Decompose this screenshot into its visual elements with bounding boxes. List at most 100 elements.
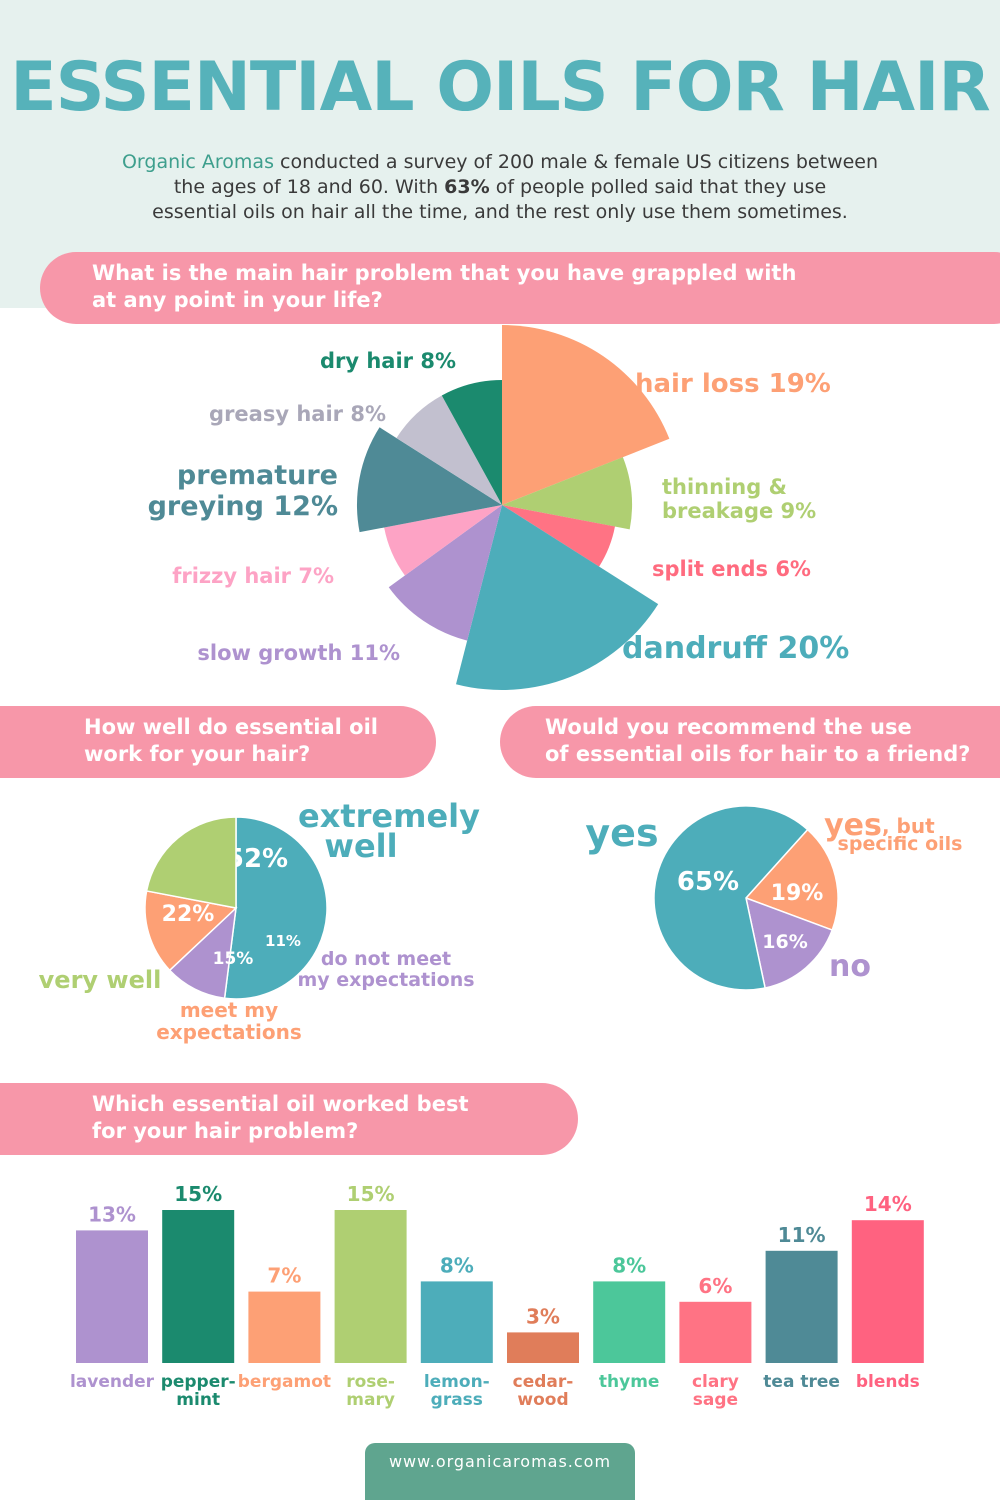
footer-url[interactable]: www.organicaromas.com: [388, 1452, 612, 1471]
pie-label: dandruff 20%: [622, 631, 849, 666]
pie-label: expectations: [156, 1020, 302, 1044]
question-line: at any point in your life?: [92, 288, 383, 312]
intro-line-1: conducted a survey of 200 male & female …: [273, 151, 879, 173]
pie-slice-no: [744, 896, 834, 989]
bar-value-label: 3%: [526, 1304, 560, 1328]
bar-value-label: 8%: [440, 1253, 474, 1277]
pie-slice-split-ends: [502, 505, 615, 567]
bar-bergamot: [248, 1291, 321, 1363]
bar-rose-mary: [334, 1210, 407, 1363]
bar-clary-sage: [679, 1301, 752, 1363]
pie-label: specific oils: [838, 833, 963, 855]
intro-line-3: of people polled said that they use: [489, 176, 827, 198]
bar-pepper-mint: [162, 1210, 235, 1363]
pie-slice-extremely-well: [223, 816, 328, 1000]
pie-label: yes: [585, 811, 658, 855]
bar-value-label: 8%: [612, 1253, 646, 1277]
bar-category-label: blends: [856, 1372, 920, 1392]
pie-label: split ends 6%: [652, 557, 811, 581]
bar-category-label: mary: [346, 1390, 395, 1410]
pie-label: greasy hair 8%: [209, 402, 386, 426]
bar-blends: [851, 1220, 924, 1363]
question-banner-effectiveness: How well do essential oil work for your …: [0, 706, 436, 778]
bar-category-label: bergamot: [238, 1372, 331, 1392]
question-line: Which essential oil worked best: [92, 1092, 469, 1116]
bar-value-label: 15%: [174, 1182, 222, 1206]
pie-slice-premature-greying: [357, 427, 502, 533]
bar-value-label: 11%: [778, 1223, 826, 1247]
pie-label: extremely: [298, 797, 480, 835]
best-oil-bar-chart: 13% lavender 15% pepper-mint 7% bergamot 15% ro…: [70, 1182, 924, 1410]
bar-value-label: 13%: [88, 1202, 136, 1226]
bar-category-label: lavender: [70, 1372, 155, 1392]
bar-tea-tree: [765, 1250, 838, 1363]
pie-label: well: [324, 827, 397, 865]
pie-slice-frizzy-hair: [384, 505, 502, 576]
pie-slice-yes: [653, 805, 809, 991]
pie-slice-yes-but-specific-oils: [744, 828, 839, 932]
pie-label: meet my: [180, 998, 278, 1022]
pie-label: dry hair 8%: [320, 349, 456, 373]
pie-slice-very-well: [145, 816, 237, 909]
pie-label: thinning &: [662, 475, 787, 499]
pie-label: slow growth 11%: [197, 641, 400, 665]
question-line: Would you recommend the use: [545, 715, 912, 739]
pie-percent-label: 11%: [265, 932, 301, 950]
question-line: What is the main hair problem that you h…: [92, 261, 797, 285]
pie-label: hair loss 19%: [635, 369, 831, 399]
pie-label: frizzy hair 7%: [172, 564, 334, 588]
pie-label: my expectations: [297, 969, 474, 991]
bar-category-label: mint: [176, 1390, 220, 1410]
bar-category-label: pepper-: [161, 1372, 236, 1392]
page-title: ESSENTIAL OILS FOR HAIR: [10, 48, 991, 127]
footer-url-tab[interactable]: www.organicaromas.com: [365, 1443, 635, 1500]
bar-value-label: 6%: [698, 1274, 732, 1298]
pie-slice-thinning-breakage: [502, 457, 633, 530]
bar-category-label: grass: [431, 1390, 483, 1410]
bar-category-label: wood: [517, 1390, 568, 1410]
pie-label: do not meet: [321, 948, 451, 970]
pie-slice-greasy-hair: [396, 395, 502, 505]
pie-percent-label: 19%: [771, 881, 824, 906]
pie-slice-slow-growth: [388, 505, 502, 641]
bar-category-label: tea tree: [763, 1372, 840, 1392]
pie-label: breakage 9%: [662, 499, 816, 523]
pie-label: , but: [882, 814, 935, 838]
pie-slice-hair-loss: [502, 325, 670, 505]
pie-percent-label: 16%: [762, 931, 807, 953]
hair-problem-pie-chart: hair loss 19% thinning &breakage 9% split …: [148, 325, 849, 691]
pie-label: very well: [39, 966, 162, 994]
intro-line-4: essential oils on hair all the time, and…: [152, 201, 848, 223]
pie-percent-label: 65%: [677, 867, 739, 897]
pie-percent-label: 22%: [162, 902, 215, 927]
bar-category-label: sage: [693, 1390, 738, 1410]
question-line: How well do essential oil: [84, 715, 379, 739]
bar-category-label: lemon-: [424, 1372, 490, 1392]
pie-slice-dandruff: [455, 505, 659, 691]
pie-percent-label: 15%: [213, 949, 254, 969]
intro-line-2: the ages of 18 and 60. With: [173, 176, 445, 198]
pie-label: greying 12%: [148, 491, 338, 522]
bar-category-label: thyme: [599, 1372, 660, 1392]
bar-thyme: [593, 1281, 666, 1363]
intro-highlight: 63%: [444, 176, 490, 198]
question-line: of essential oils for hair to a friend?: [545, 742, 971, 766]
question-line: work for your hair?: [84, 742, 311, 766]
pie-label: premature: [177, 460, 338, 491]
bar-lavender: [76, 1230, 148, 1363]
bar-value-label: 7%: [267, 1264, 301, 1288]
question-banner-hair-problem: What is the main hair problem that you h…: [40, 252, 1000, 324]
bar-cedar-wood: [507, 1332, 579, 1363]
bar-value-label: 15%: [347, 1182, 395, 1206]
pie-label: no: [829, 949, 871, 984]
brand-name: Organic Aromas: [121, 151, 274, 173]
pie-slice-dry-hair: [441, 380, 502, 505]
pie-label: yes: [824, 808, 882, 843]
bar-value-label: 14%: [864, 1192, 912, 1216]
question-banner-best-oil: Which essential oil worked best for your…: [0, 1083, 578, 1155]
question-banner-recommend: Would you recommend the use of essential…: [500, 706, 1000, 778]
bar-category-label: cedar-: [513, 1372, 574, 1392]
intro-text: Organic Aromas conducted a survey of 200…: [60, 150, 940, 225]
